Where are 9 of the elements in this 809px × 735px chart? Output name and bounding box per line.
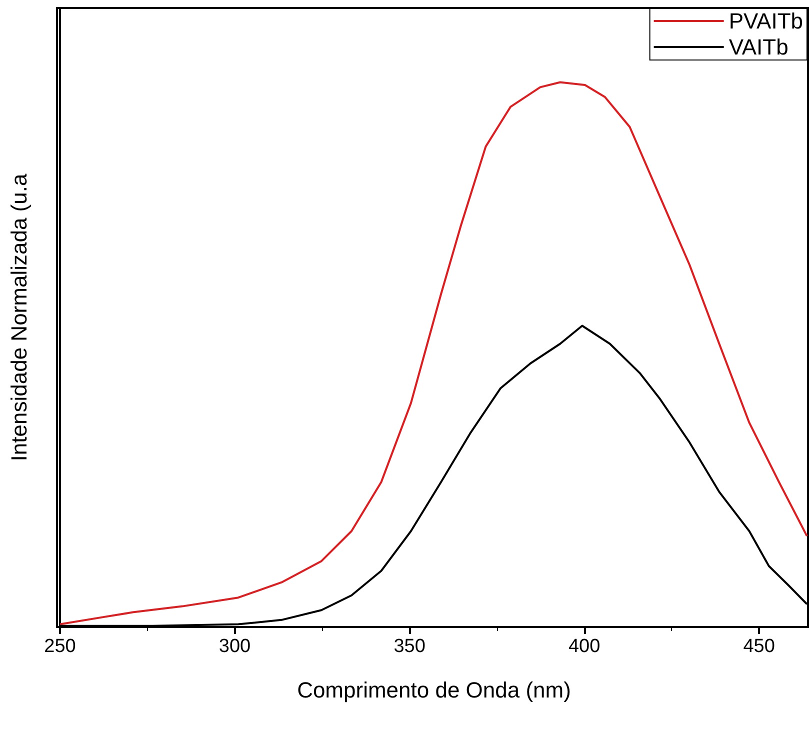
x-tick-label: 350 [394, 636, 426, 657]
y-axis-title: Intensidade Normalizada (u.a [6, 173, 32, 462]
x-tick-label: 300 [218, 636, 251, 657]
legend-label: PVAITb [728, 8, 804, 34]
x-tick-label: 400 [568, 636, 600, 657]
legend-label: VAITb [728, 34, 788, 60]
x-tick-label: 450 [743, 636, 775, 657]
x-tick-label: 250 [44, 636, 76, 657]
x-axis-title: Comprimento de Onda (nm) [297, 678, 571, 702]
